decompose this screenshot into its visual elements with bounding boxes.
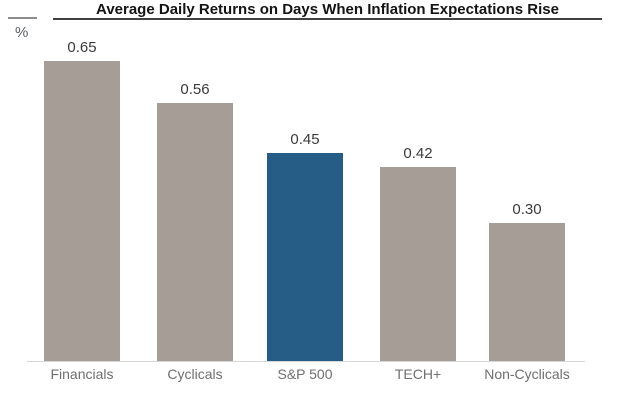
bar-group-sp500: 0.45 bbox=[267, 0, 343, 361]
bar-cyclicals bbox=[157, 102, 233, 361]
bar-value-label: 0.56 bbox=[180, 80, 210, 98]
bar-group-tech: 0.42 bbox=[380, 0, 456, 361]
bar-non-cyclicals bbox=[489, 222, 565, 361]
bar-group-non-cyclicals: 0.30 bbox=[489, 0, 565, 361]
y-axis-unit-label: % bbox=[15, 24, 29, 41]
x-axis-label-tech: TECH+ bbox=[394, 366, 442, 382]
x-axis-label-sp500: S&P 500 bbox=[277, 366, 333, 382]
top-left-tick-line bbox=[8, 17, 37, 19]
chart-title: Average Daily Returns on Days When Infla… bbox=[96, 1, 559, 18]
x-axis-label-non-cyclicals: Non-Cyclicals bbox=[484, 366, 570, 382]
bar-value-label: 0.45 bbox=[290, 131, 320, 149]
bar-value-label: 0.65 bbox=[67, 39, 97, 56]
bar-financials bbox=[44, 61, 120, 361]
x-axis-line bbox=[27, 361, 585, 362]
bar-value-label: 0.42 bbox=[403, 145, 433, 163]
x-axis-label-cyclicals: Cyclicals bbox=[167, 366, 223, 382]
title-underline bbox=[53, 18, 602, 20]
bar-group-cyclicals: 0.56 bbox=[157, 0, 233, 361]
bar-value-label: 0.30 bbox=[512, 200, 542, 218]
bar-group-financials: 0.65 bbox=[44, 0, 120, 361]
bar-tech bbox=[380, 167, 456, 361]
bar-sp500-highlighted bbox=[267, 153, 343, 361]
x-axis-label-financials: Financials bbox=[50, 366, 114, 382]
